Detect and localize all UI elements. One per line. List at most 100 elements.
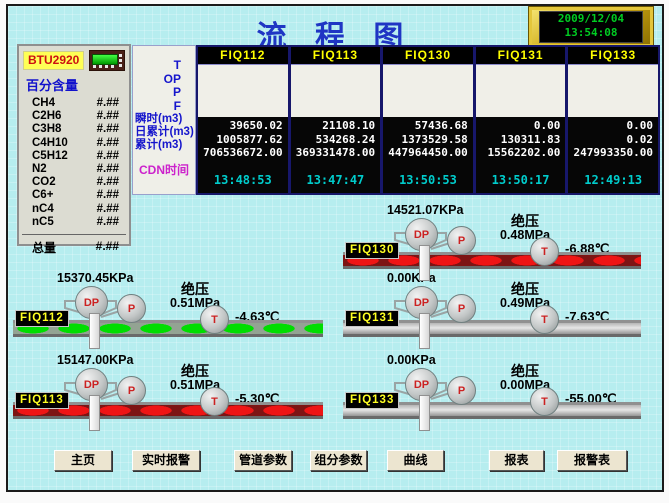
- realtime-alarm-button[interactable]: 实时报警: [132, 450, 200, 471]
- pipe-no-flow: [343, 320, 641, 337]
- component-row: CH4 #.##: [19, 97, 129, 110]
- analyzer-device-icon: [89, 50, 125, 71]
- row-label-cumulative: 累计(m3): [135, 139, 183, 151]
- pipeline-tag: FIQ112: [15, 310, 69, 327]
- column-header: FIQ133: [568, 47, 658, 64]
- component-name: CO2: [32, 176, 56, 189]
- component-value: #.##: [96, 189, 119, 202]
- column-header: FIQ113: [290, 47, 381, 64]
- alarm-report-button[interactable]: 报警表: [557, 450, 627, 471]
- dp-sensor-label: DP: [83, 378, 100, 391]
- dp-sensor-label: DP: [413, 296, 430, 309]
- cumulative-total-value: 706536672.00: [203, 146, 283, 159]
- component-value: #.##: [96, 162, 119, 175]
- abs-pressure-label: 绝压: [511, 363, 539, 379]
- percent-content-heading: 百分含量: [26, 78, 79, 93]
- table-column-fiq130: FIQ130 57436.68 1373529.58 447964450.00 …: [383, 47, 473, 193]
- column-header: FIQ112: [198, 47, 288, 64]
- daily-total-value: 0.02: [626, 132, 653, 146]
- cumulative-total-value: 247993350.00: [573, 146, 653, 159]
- table-column-fiq133: FIQ133 0.00 0.02 247993350.00 12:49:13: [568, 47, 658, 193]
- line-pressure-value: 0.00KPa: [387, 353, 436, 367]
- daily-total-value: 534268.24: [315, 132, 376, 146]
- temperature-sensor-label: T: [541, 395, 548, 408]
- lcd-side-buttons-icon: [119, 54, 122, 67]
- component-row: C3H8 #.##: [19, 123, 129, 136]
- column-values: 21108.10 534268.24 369331478.00 13:47:47: [290, 117, 381, 193]
- temperature-sensor-label: T: [211, 395, 218, 408]
- date-value: 2009/12/04: [557, 12, 625, 25]
- pipeline-tag: FIQ130: [345, 242, 400, 259]
- temperature-sensor-icon: T: [530, 237, 559, 266]
- lcd-buttons-icon: [93, 65, 117, 68]
- component-name: C2H6: [32, 110, 62, 123]
- abs-pressure-value: 0.51MPa: [169, 378, 221, 392]
- pipeline-fiq112: 15370.45KPa DP P 绝压 0.51MPa T -4.63℃ FIQ…: [13, 271, 323, 353]
- component-value: #.##: [96, 149, 119, 162]
- report-button[interactable]: 报表: [489, 450, 544, 471]
- pipeline-tag: FIQ133: [345, 392, 400, 409]
- analyzer-header: BTU2920: [19, 50, 129, 71]
- flow-data-table: FIQ112 39650.02 1005877.62 706536672.00 …: [196, 45, 660, 195]
- component-value: #.##: [96, 136, 119, 149]
- component-row: N2 #.##: [19, 163, 129, 176]
- pressure-sensor-label: P: [127, 384, 136, 397]
- daily-total-value: 130311.83: [500, 132, 561, 146]
- pressure-sensor-icon: P: [447, 376, 476, 405]
- component-value: #.##: [96, 110, 119, 123]
- temperature-sensor-icon: T: [200, 305, 229, 334]
- row-label-t: T: [173, 58, 181, 72]
- column-empty-area: [198, 64, 288, 117]
- pressure-sensor-label: P: [457, 384, 466, 397]
- column-empty-area: [383, 64, 473, 117]
- line-pressure-value: 14521.07KPa: [387, 203, 464, 217]
- component-params-button[interactable]: 组分参数: [310, 450, 367, 471]
- component-name: C5H12: [32, 149, 68, 162]
- row-label-instant: 瞬时(m3): [135, 113, 183, 125]
- total-value: #.##: [95, 238, 119, 253]
- row-label-p: P: [172, 85, 181, 99]
- daily-total-value: 1005877.62: [216, 132, 283, 146]
- cumulative-total-value: 15562202.00: [487, 146, 561, 159]
- temperature-sensor-label: T: [541, 245, 548, 258]
- pipeline-params-button[interactable]: 管道参数: [234, 450, 292, 471]
- component-name: C6+: [32, 189, 54, 202]
- component-name: nC4: [32, 202, 54, 215]
- component-row: C6+ #.##: [19, 189, 129, 202]
- column-empty-area: [568, 64, 658, 117]
- abs-pressure-value: 0.51MPa: [169, 296, 221, 310]
- pressure-sensor-icon: P: [447, 294, 476, 323]
- column-values: 39650.02 1005877.62 706536672.00 13:48:5…: [198, 117, 288, 193]
- pipeline-fiq133: 0.00KPa DP P 绝压 0.00MPa T -55.00℃ FIQ133: [343, 353, 641, 435]
- component-name: nC5: [32, 215, 54, 228]
- gas-analyzer-panel: BTU2920 百分含量 CH4 #.## C2H6 #.## C3H8 #.## C…: [17, 44, 131, 255]
- dp-sensor-icon: DP: [405, 218, 438, 251]
- abs-pressure-value: 0.49MPa: [499, 296, 551, 310]
- cdn-time-value: 13:50:53: [399, 173, 457, 187]
- component-value: #.##: [96, 202, 119, 215]
- component-row: C5H12 #.##: [19, 150, 129, 163]
- component-name: C3H8: [32, 123, 62, 136]
- pipeline-fiq130: 14521.07KPa DP P 绝压 0.48MPa T -6.88℃ FIQ…: [343, 203, 641, 285]
- hmi-screen: 流 程 图 2009/12/04 13:54:08 BTU2920 百分含量 C…: [6, 4, 664, 492]
- component-name: C4H10: [32, 136, 68, 149]
- pressure-sensor-icon: P: [117, 376, 146, 405]
- dp-sensor-label: DP: [413, 228, 430, 241]
- orifice-plate: [89, 313, 100, 349]
- abs-pressure-value: 0.00MPa: [499, 378, 551, 392]
- line-pressure-value: 15147.00KPa: [57, 353, 134, 367]
- dp-sensor-icon: DP: [405, 368, 438, 401]
- orifice-plate: [419, 395, 430, 431]
- pressure-sensor-label: P: [457, 234, 466, 247]
- column-values: 0.00 130311.83 15562202.00 13:50:17: [475, 117, 566, 193]
- column-empty-area: [475, 64, 566, 117]
- component-row: nC5 #.##: [19, 216, 129, 229]
- instant-flow-value: 57436.68: [414, 119, 468, 132]
- row-label-op: OP: [163, 71, 181, 86]
- time-value: 13:54:08: [564, 26, 618, 39]
- curves-button[interactable]: 曲线: [387, 450, 444, 471]
- row-label-f: F: [173, 98, 181, 113]
- component-value: #.##: [96, 123, 119, 136]
- home-button[interactable]: 主页: [54, 450, 112, 471]
- temperature-sensor-icon: T: [530, 387, 559, 416]
